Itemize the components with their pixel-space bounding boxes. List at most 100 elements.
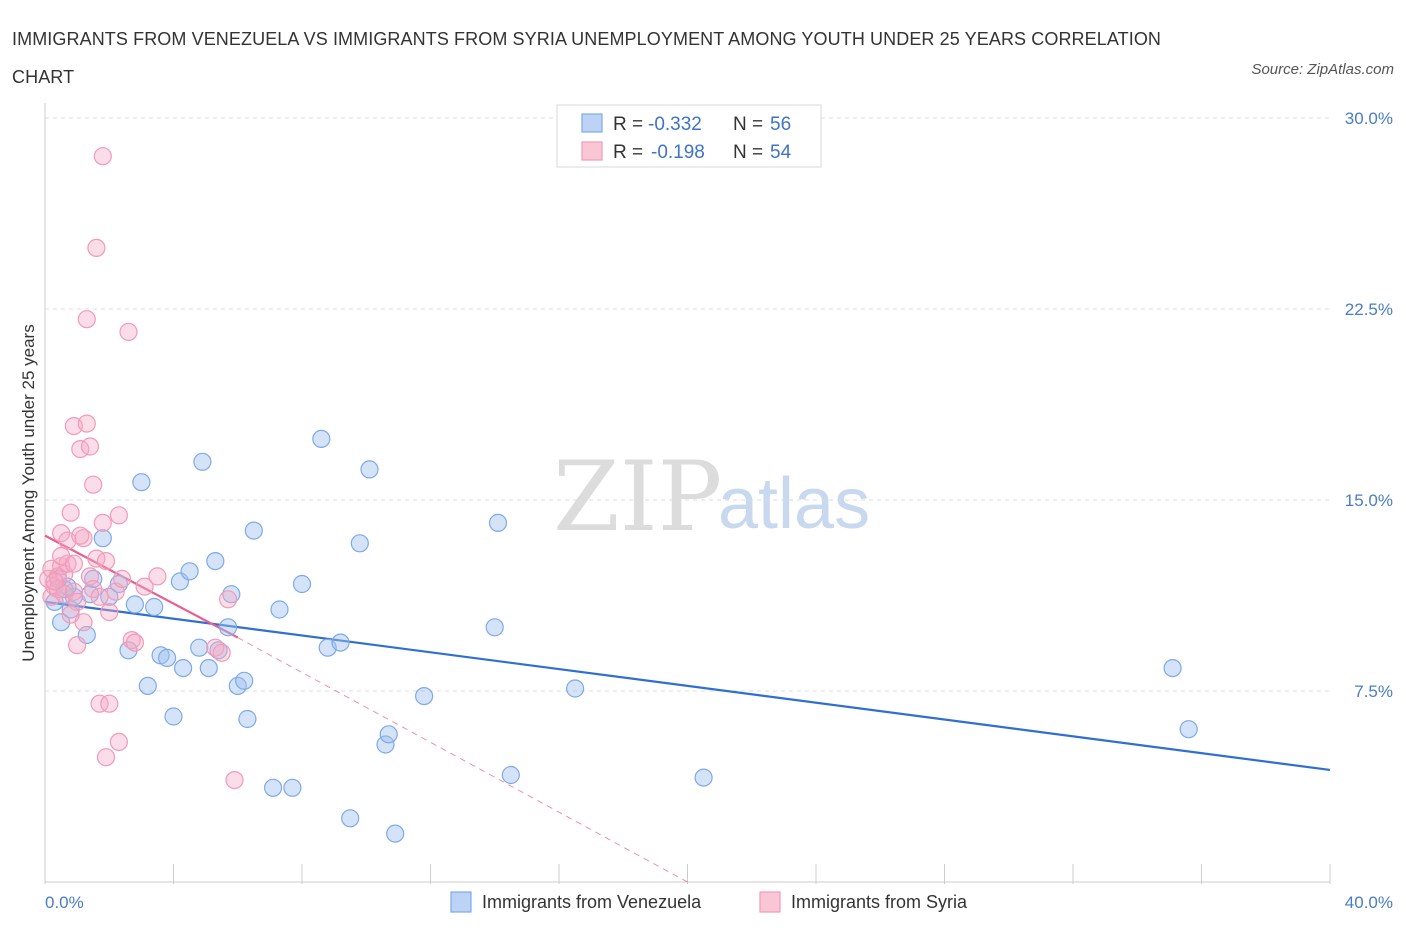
trend-extension-syria — [237, 637, 688, 883]
point-syria — [122, 630, 141, 650]
point-syria — [112, 569, 132, 589]
point-syria — [125, 633, 144, 652]
point-venezuela — [264, 778, 283, 797]
point-venezuela — [238, 709, 257, 729]
point-venezuela — [235, 671, 254, 690]
legend-r-label-syria: R = — [613, 142, 643, 163]
point-venezuela — [93, 529, 112, 548]
point-syria — [77, 414, 96, 433]
bottom-legend-swatch-venezuela — [450, 891, 472, 913]
trend-line-syria — [44, 534, 239, 639]
point-venezuela — [350, 534, 369, 553]
point-syria — [100, 694, 119, 713]
legend-swatch-venezuela — [581, 113, 603, 133]
point-syria — [90, 587, 109, 606]
point-venezuela — [164, 707, 183, 726]
point-venezuela — [501, 765, 520, 785]
trend-line-venezuela — [44, 600, 1331, 772]
legend-n-label-venezuela: N = — [733, 114, 763, 135]
point-syria — [64, 582, 84, 601]
watermark-zip: ZIP — [553, 441, 722, 553]
point-venezuela — [283, 778, 302, 797]
stats-legend: R = -0.332 N = 56 R = -0.198 N = 54 — [556, 104, 822, 168]
point-venezuela — [488, 513, 508, 533]
point-venezuela — [209, 641, 228, 660]
y-axis-label: Unemployment Among Youth under 25 years — [19, 324, 38, 661]
point-venezuela — [51, 613, 71, 632]
point-venezuela — [138, 676, 157, 696]
y-tick-label: 7.5% — [1354, 682, 1393, 701]
point-venezuela — [360, 460, 379, 479]
bottom-legend-label-syria: Immigrants from Syria — [791, 892, 968, 912]
point-syria — [45, 572, 64, 591]
point-venezuela — [270, 600, 289, 619]
point-venezuela — [158, 648, 177, 668]
legend-n-label-syria: N = — [733, 142, 763, 163]
point-syria — [96, 551, 116, 571]
point-venezuela — [219, 618, 238, 637]
point-syria — [67, 636, 87, 655]
series-legend: Immigrants from Venezuela Immigrants fro… — [450, 891, 968, 913]
point-venezuela — [244, 521, 263, 540]
point-venezuela — [199, 658, 218, 678]
chart-source: Source: ZipAtlas.com — [1251, 61, 1394, 78]
point-venezuela — [174, 658, 193, 678]
point-syria — [74, 529, 93, 548]
point-syria — [80, 437, 100, 456]
legend-r-value-venezuela: -0.332 — [648, 114, 702, 135]
point-syria — [64, 554, 84, 573]
point-syria — [93, 513, 112, 533]
legend-n-value-syria: 54 — [770, 142, 792, 163]
point-venezuela — [292, 574, 312, 594]
point-venezuela — [125, 595, 144, 614]
point-venezuela — [145, 597, 164, 617]
point-syria — [93, 147, 112, 166]
point-venezuela — [485, 618, 504, 637]
point-venezuela — [331, 633, 350, 652]
point-venezuela — [132, 473, 151, 492]
point-syria — [109, 732, 129, 752]
point-syria — [148, 567, 167, 586]
point-syria — [77, 310, 96, 329]
point-syria — [51, 523, 71, 543]
point-syria — [225, 770, 244, 790]
point-venezuela — [180, 562, 199, 581]
point-venezuela — [379, 725, 398, 744]
y-tick-label: 22.5% — [1345, 300, 1393, 319]
point-syria — [71, 526, 90, 545]
point-venezuela — [376, 735, 395, 754]
y-tick-label: 15.0% — [1345, 491, 1393, 510]
point-syria — [84, 475, 103, 494]
point-venezuela — [193, 452, 212, 471]
point-syria — [96, 748, 116, 767]
point-venezuela — [190, 638, 209, 657]
point-syria — [61, 605, 80, 624]
point-venezuela — [386, 824, 405, 843]
gridlines: 7.5% 15.0% 22.5% 30.0% — [45, 109, 1393, 701]
point-syria — [135, 577, 154, 596]
point-syria — [219, 590, 238, 609]
point-venezuela — [206, 551, 225, 571]
watermark-atlas: atlas — [718, 464, 870, 544]
bottom-legend-swatch-syria — [759, 891, 781, 913]
point-venezuela — [1179, 720, 1198, 739]
point-syria — [100, 602, 119, 622]
x-tick-label-min: 0.0% — [45, 893, 84, 912]
point-syria — [87, 238, 106, 257]
point-syria — [61, 503, 80, 522]
point-syria — [45, 577, 64, 596]
point-venezuela — [312, 429, 331, 448]
trend-lines — [44, 534, 1331, 883]
point-syria — [119, 322, 138, 341]
x-tick-label-max: 40.0% — [1345, 893, 1393, 912]
chart-title: IMMIGRANTS FROM VENEZUELA VS IMMIGRANTS … — [12, 29, 1162, 87]
bottom-legend-label-venezuela: Immigrants from Venezuela — [482, 892, 702, 912]
point-venezuela — [565, 679, 585, 698]
point-venezuela — [84, 569, 103, 589]
legend-r-value-syria: -0.198 — [651, 142, 705, 163]
legend-swatch-syria — [581, 141, 603, 161]
y-tick-label: 30.0% — [1345, 109, 1393, 128]
legend-n-value-venezuela: 56 — [770, 114, 791, 135]
point-venezuela — [1163, 658, 1182, 678]
